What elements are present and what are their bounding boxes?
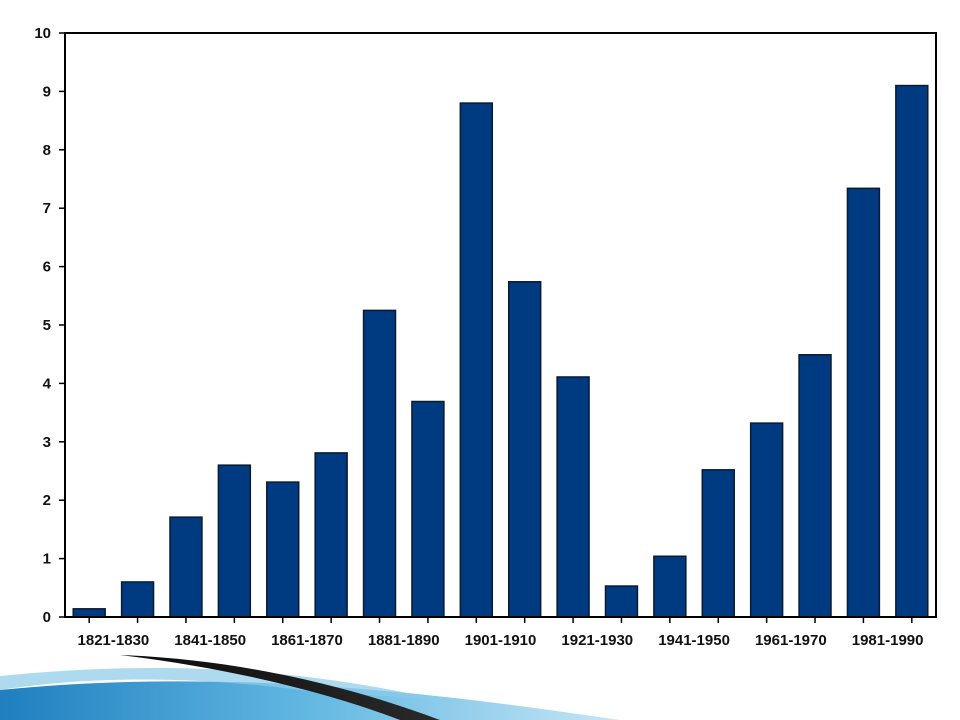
x-tick-label: 1921-1930 [561,632,633,649]
bar-1961-1970 [749,422,784,618]
x-axis-ticks: 1821-1830 1841-1850 1861-1870 1881-1890 1901… [78,617,924,649]
x-tick-label: 1941-1950 [658,632,730,649]
y-tick-label: 7 [43,200,51,217]
y-tick-label: 1 [43,551,51,568]
y-tick-label: 3 [43,434,51,451]
y-tick-label: 6 [43,259,51,276]
bar-1851-1860 [217,464,252,618]
bar-1941-1950 [653,555,687,618]
y-tick-label: 8 [43,142,51,159]
bar-1911-1920 [507,281,542,618]
x-tick-label: 1981-1990 [852,632,924,649]
x-tick-label: 1821-1830 [78,632,150,649]
bar-1921-1930 [556,376,590,618]
x-tick-label: 1961-1970 [755,632,827,649]
y-tick-label: 9 [43,83,51,100]
y-tick-label: 5 [43,317,51,334]
x-tick-label: 1901-1910 [465,632,537,649]
axes [64,32,937,618]
bar-1821-1830 [72,608,106,618]
bar-1891-1900 [411,400,445,618]
y-axis-ticks: 0 1 2 3 4 5 6 7 8 9 10 [34,25,65,626]
x-tick-label: 1841-1850 [174,632,246,649]
y-tick-label: 2 [43,492,51,509]
bar-1841-1850 [169,516,203,618]
bar-1951-1960 [701,469,735,618]
y-tick-label: 4 [43,375,52,392]
plot-frame [64,32,937,618]
x-tick-label: 1881-1890 [368,632,440,649]
bar-1981-1990 [846,187,881,618]
bars [72,84,929,618]
y-tick-label: 10 [34,25,51,42]
bar-1871-1880 [314,452,348,618]
swoosh-dark-stroke [120,655,440,720]
bar-1861-1870 [266,481,300,618]
y-tick-label: 0 [43,609,51,626]
bar-1831-1840 [120,581,155,618]
bar-1881-1890 [362,309,397,618]
bar-1901-1910 [459,102,494,618]
bar-1971-1980 [798,354,832,618]
bar-1991-2000 [895,84,929,618]
swoosh-blue-shape [0,681,620,720]
x-tick-label: 1861-1870 [271,632,343,649]
bar-1931-1940 [604,585,639,618]
